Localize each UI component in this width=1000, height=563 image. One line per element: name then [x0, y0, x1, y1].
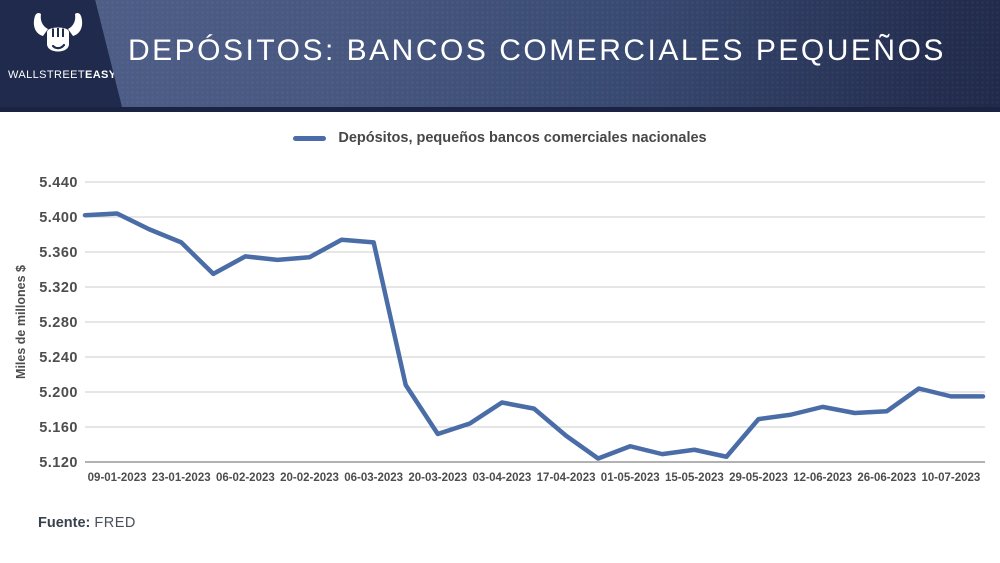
x-tick-label: 10-07-2023: [922, 472, 981, 484]
data-line-deposits: [82, 211, 986, 461]
legend-label: Depósitos, pequeños bancos comerciales n…: [338, 130, 707, 146]
y-tick-label: 5.400: [39, 210, 78, 226]
x-tick-label: 15-05-2023: [665, 472, 724, 484]
y-axis-title: Miles de millones $: [14, 265, 28, 379]
y-tick-label: 5.120: [39, 455, 78, 471]
x-tick-label: 06-03-2023: [344, 472, 403, 484]
source-note: Fuente: FRED: [38, 515, 136, 531]
y-tick-label: 5.240: [39, 350, 78, 366]
source-value: FRED: [94, 515, 136, 531]
brand-part1: WALLSTREET: [8, 69, 85, 81]
x-tick-label: 12-06-2023: [793, 472, 852, 484]
y-tick-label: 5.200: [39, 385, 78, 401]
x-tick-label: 09-01-2023: [88, 472, 147, 484]
x-tick-label: 20-03-2023: [408, 472, 467, 484]
source-label: Fuente:: [38, 515, 91, 531]
y-tick-label: 5.320: [39, 280, 78, 296]
x-tick-label: 29-05-2023: [729, 472, 788, 484]
legend-line-swatch: [293, 135, 327, 141]
y-tick-label: 5.160: [39, 420, 78, 436]
brand-part2: EASY: [84, 69, 117, 81]
y-tick-label: 5.280: [39, 315, 78, 331]
x-tick-label: 01-05-2023: [601, 472, 660, 484]
x-tick-label: 06-02-2023: [216, 472, 275, 484]
bull-logo-icon: [33, 12, 83, 52]
x-tick-label: 26-06-2023: [857, 472, 916, 484]
x-tick-label: 20-02-2023: [280, 472, 339, 484]
chart-legend: Depósitos, pequeños bancos comerciales n…: [0, 127, 1000, 149]
y-tick-label: 5.440: [39, 175, 78, 191]
x-tick-label: 17-04-2023: [537, 472, 596, 484]
header-bottom-strip: [0, 107, 1000, 112]
header-band: DEPÓSITOS: BANCOS COMERCIALES PEQUEÑOS: [0, 0, 1000, 107]
y-tick-label: 5.360: [39, 245, 78, 261]
brand-wordmark: WALLSTREETEASY: [8, 69, 116, 81]
x-tick-label: 03-04-2023: [473, 472, 532, 484]
page-title: DEPÓSITOS: BANCOS COMERCIALES PEQUEÑOS: [128, 34, 946, 67]
x-tick-label: 23-01-2023: [152, 472, 211, 484]
